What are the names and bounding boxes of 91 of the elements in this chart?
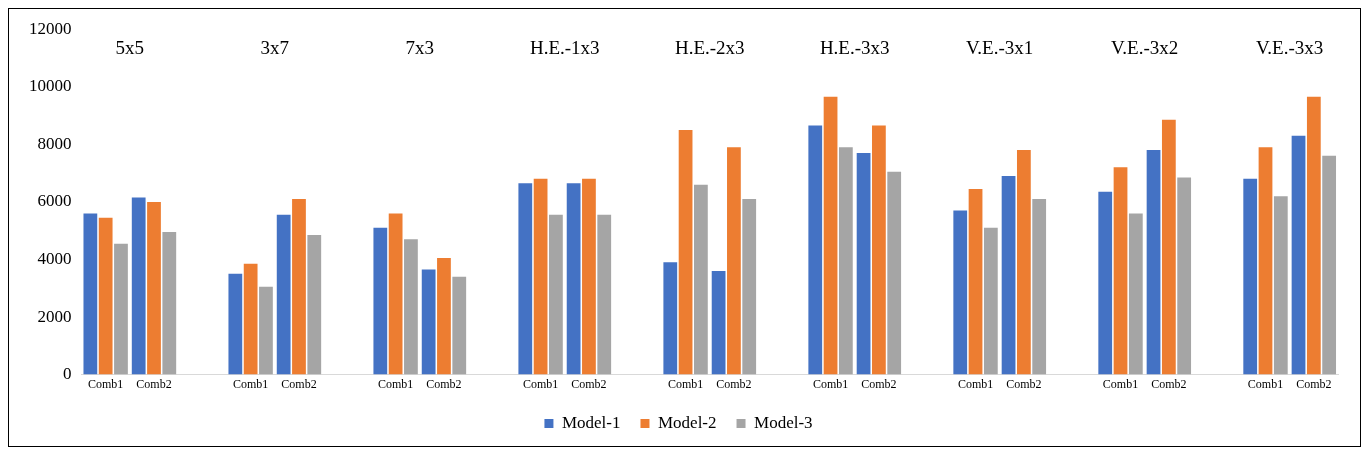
annotation: 7x3 (405, 37, 435, 59)
bar (566, 183, 581, 375)
bar (276, 214, 291, 375)
bar (1032, 199, 1047, 375)
y-tick-label: 2000 (37, 306, 72, 326)
x-tick-label: Comb1 (812, 376, 849, 391)
bar (421, 269, 436, 375)
bar (887, 171, 902, 375)
x-tick-label: Comb1 (232, 376, 269, 391)
bar (1001, 176, 1016, 375)
bar (983, 227, 998, 375)
bar (678, 129, 693, 375)
bar (404, 239, 418, 375)
bar (549, 214, 563, 375)
annotation: H.E.-3x3 (819, 37, 890, 59)
bar (1322, 155, 1337, 375)
annotation: V.E.-3x3 (1256, 37, 1324, 59)
bar (437, 258, 451, 375)
bar (856, 152, 871, 375)
bar (582, 178, 596, 375)
bar (597, 214, 612, 375)
bar (872, 125, 886, 375)
x-tick-label: Comb2 (716, 376, 752, 391)
bar (742, 199, 757, 375)
x-tick-label: Comb1 (522, 376, 559, 391)
bar (162, 232, 177, 375)
bar (228, 273, 243, 375)
annotation: 3x7 (260, 37, 290, 59)
bar (823, 96, 838, 375)
x-tick-label: Comb1 (87, 376, 124, 391)
x-tick-label: Comb1 (667, 376, 704, 391)
x-tick-label: Comb2 (861, 376, 897, 391)
bar (1016, 150, 1031, 375)
bar (1128, 213, 1143, 375)
bar (1273, 196, 1288, 375)
bar (1098, 191, 1113, 375)
bar (518, 183, 533, 375)
x-tick-label: Comb2 (571, 376, 607, 391)
bar (114, 243, 128, 375)
annotation: 5x5 (115, 37, 145, 59)
bar (131, 197, 146, 375)
annotation: V.E.-3x2 (1111, 37, 1179, 59)
bar (388, 213, 403, 375)
bar (1258, 147, 1273, 375)
legend-label: Model-3 (754, 412, 813, 432)
bar (83, 213, 98, 375)
x-tick-label: Comb2 (1296, 376, 1332, 391)
bar (307, 235, 322, 375)
bar (711, 270, 726, 375)
bar (727, 147, 741, 375)
x-tick-label: Comb2 (1151, 376, 1187, 391)
y-tick-label: 12000 (29, 18, 72, 38)
annotation: H.E.-1x3 (529, 37, 600, 59)
legend-label: Model-1 (561, 412, 621, 432)
x-tick-label: Comb1 (1102, 376, 1139, 391)
x-tick-label: Comb2 (281, 376, 317, 391)
bar (98, 217, 113, 375)
bar (1291, 135, 1306, 375)
bar (1306, 96, 1321, 375)
y-tick-label: 10000 (29, 76, 72, 96)
bar (243, 263, 258, 375)
bar (838, 147, 853, 375)
bar (1146, 150, 1161, 375)
bar (533, 178, 548, 375)
bar (694, 184, 708, 375)
x-tick-label: Comb2 (1006, 376, 1042, 391)
bar (147, 201, 161, 375)
legend-label: Model-2 (657, 412, 717, 432)
annotation: V.E.-3x1 (966, 37, 1034, 59)
bar (292, 199, 306, 375)
bar (1113, 167, 1128, 375)
bar (1161, 119, 1176, 375)
y-tick-label: 4000 (37, 248, 72, 268)
bar (953, 210, 968, 375)
bar (1177, 177, 1192, 375)
x-tick-label: Comb1 (377, 376, 414, 391)
y-tick-label: 6000 (37, 191, 72, 211)
bar (663, 262, 678, 375)
bar (968, 188, 983, 375)
bar (808, 125, 823, 375)
x-tick-label: Comb2 (136, 376, 172, 391)
y-tick-label: 0 (63, 364, 72, 384)
bar (452, 276, 467, 375)
y-tick-label: 8000 (37, 133, 72, 153)
x-tick-label: Comb2 (426, 376, 462, 391)
x-tick-label: Comb1 (957, 376, 994, 391)
annotation: H.E.-2x3 (674, 37, 745, 59)
bar (259, 286, 273, 375)
bar (373, 227, 388, 375)
x-tick-label: Comb1 (1247, 376, 1284, 391)
bar (1243, 178, 1258, 375)
